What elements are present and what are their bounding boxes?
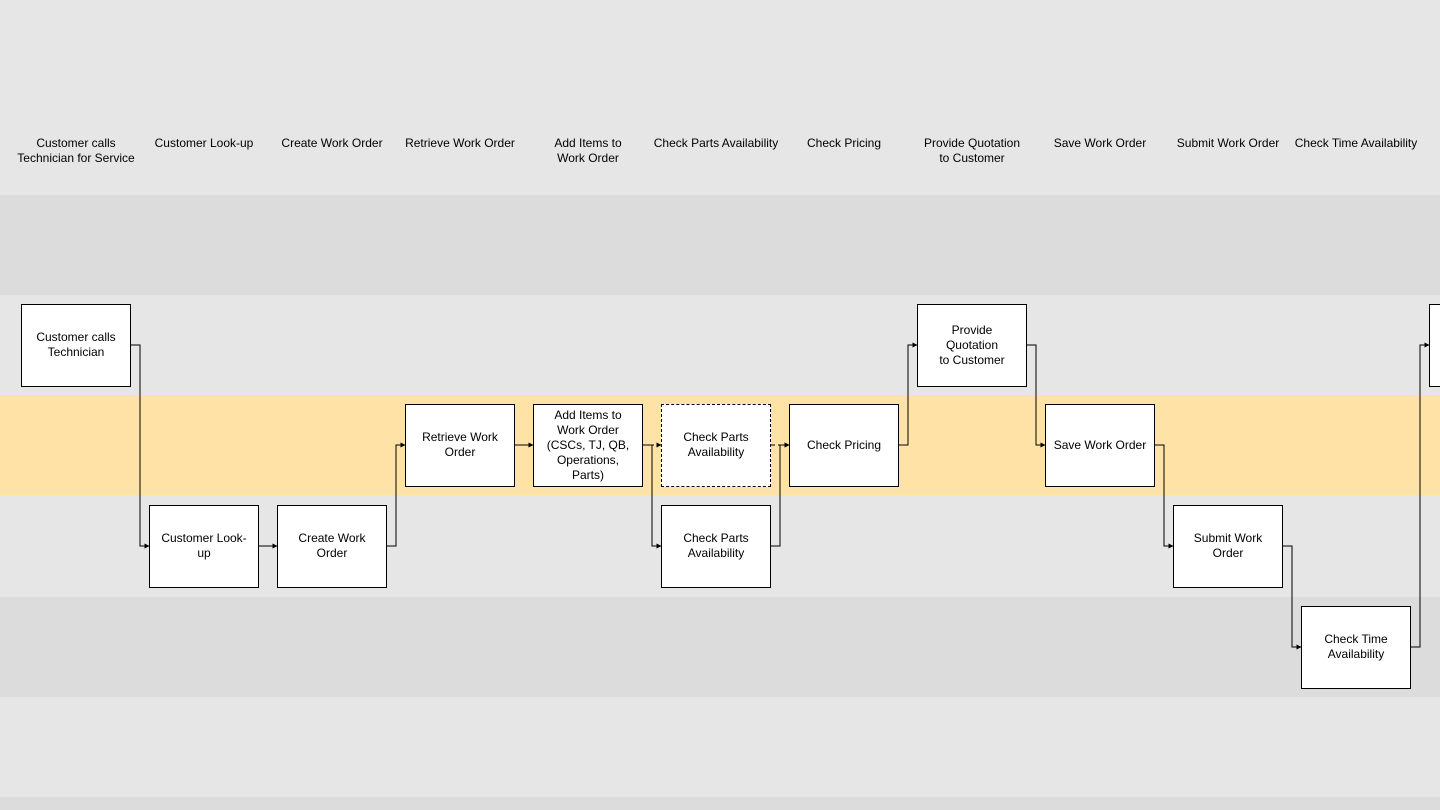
flow-node: Customer Look-up <box>149 505 259 588</box>
swimlane-band <box>0 697 1440 797</box>
flow-node: Check Pricing <box>789 404 899 487</box>
swimlane-band <box>0 797 1440 810</box>
flow-node: Submit Work Order <box>1173 505 1283 588</box>
flow-node: Add Items to Work Order (CSCs, TJ, QB, O… <box>533 404 643 487</box>
flow-node: Check Parts Availability <box>661 404 771 487</box>
flow-node: Customer calls Technician <box>21 304 131 387</box>
flow-node: Check Parts Availability <box>661 505 771 588</box>
flow-node: Retrieve Work Order <box>405 404 515 487</box>
swimlane-band <box>0 0 1440 195</box>
column-header: Check Time Availability <box>1281 136 1431 151</box>
flowchart-canvas: { "type": "flowchart", "canvas": { "widt… <box>0 0 1440 810</box>
flow-node <box>1429 304 1440 387</box>
swimlane-band <box>0 195 1440 295</box>
flow-node: Save Work Order <box>1045 404 1155 487</box>
flow-node: Check Time Availability <box>1301 606 1411 689</box>
flow-node: Provide Quotation to Customer <box>917 304 1027 387</box>
swimlane-band <box>0 597 1440 697</box>
swimlane-band <box>0 295 1440 395</box>
flow-node: Create Work Order <box>277 505 387 588</box>
